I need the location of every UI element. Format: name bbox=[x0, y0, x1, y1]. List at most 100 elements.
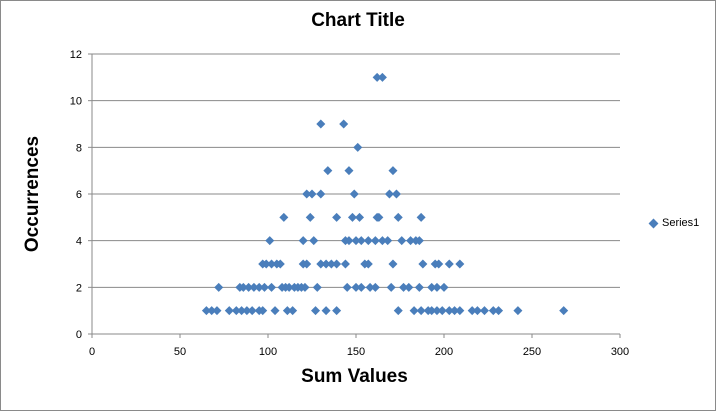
x-tick-label: 150 bbox=[347, 346, 365, 358]
data-point bbox=[372, 72, 382, 82]
data-point bbox=[249, 282, 259, 292]
data-point bbox=[351, 236, 361, 246]
y-tick-label: 4 bbox=[76, 236, 82, 248]
data-point bbox=[437, 306, 447, 316]
data-point bbox=[363, 236, 373, 246]
chart-title: Chart Title bbox=[311, 10, 405, 31]
data-point bbox=[339, 119, 349, 129]
data-point bbox=[365, 282, 375, 292]
x-tick-label: 200 bbox=[435, 346, 453, 358]
data-point bbox=[432, 282, 442, 292]
x-tick-label: 300 bbox=[611, 346, 629, 358]
data-point bbox=[279, 212, 289, 222]
data-point bbox=[434, 259, 444, 269]
legend: Series1 bbox=[648, 217, 700, 229]
data-point bbox=[450, 306, 460, 316]
data-point bbox=[323, 166, 333, 176]
data-point bbox=[377, 236, 387, 246]
y-tick-label: 8 bbox=[76, 142, 82, 154]
data-point bbox=[488, 306, 498, 316]
data-point bbox=[212, 306, 222, 316]
x-tick-label: 250 bbox=[523, 346, 541, 358]
data-point bbox=[261, 259, 271, 269]
data-point bbox=[321, 259, 331, 269]
data-point bbox=[409, 306, 419, 316]
y-tick-label: 0 bbox=[76, 329, 82, 341]
data-point bbox=[386, 282, 396, 292]
data-point bbox=[238, 282, 248, 292]
legend-entry-series1: Series1 bbox=[662, 217, 700, 229]
data-point bbox=[275, 259, 285, 269]
data-point bbox=[494, 306, 504, 316]
data-point bbox=[513, 306, 523, 316]
data-point bbox=[231, 306, 241, 316]
data-point bbox=[427, 282, 437, 292]
data-point bbox=[321, 306, 331, 316]
data-point bbox=[305, 212, 315, 222]
data-point bbox=[377, 72, 387, 82]
data-point bbox=[267, 259, 277, 269]
data-point bbox=[288, 306, 298, 316]
data-point bbox=[326, 259, 336, 269]
data-point bbox=[455, 306, 465, 316]
data-point bbox=[432, 306, 442, 316]
data-point bbox=[342, 282, 352, 292]
data-point bbox=[214, 282, 224, 292]
x-axis-label: Sum Values bbox=[301, 366, 408, 387]
data-point bbox=[351, 282, 361, 292]
data-point bbox=[363, 259, 373, 269]
data-point bbox=[393, 212, 403, 222]
data-point bbox=[302, 259, 312, 269]
data-point bbox=[282, 306, 292, 316]
data-point bbox=[439, 282, 449, 292]
data-point bbox=[374, 212, 384, 222]
data-point bbox=[265, 236, 275, 246]
data-point bbox=[332, 306, 342, 316]
data-point bbox=[344, 236, 354, 246]
data-point bbox=[388, 259, 398, 269]
data-point bbox=[414, 282, 424, 292]
data-point bbox=[383, 236, 393, 246]
data-point bbox=[399, 282, 409, 292]
y-tick-label: 12 bbox=[70, 49, 82, 61]
y-tick-label: 2 bbox=[76, 282, 82, 294]
data-point bbox=[247, 306, 257, 316]
data-point bbox=[302, 189, 312, 199]
data-point bbox=[356, 282, 366, 292]
data-point bbox=[316, 189, 326, 199]
data-point bbox=[416, 212, 426, 222]
data-point bbox=[427, 306, 437, 316]
data-point bbox=[472, 306, 482, 316]
data-point bbox=[316, 259, 326, 269]
data-point bbox=[467, 306, 477, 316]
data-point bbox=[298, 236, 308, 246]
data-point bbox=[332, 212, 342, 222]
data-point bbox=[267, 282, 277, 292]
data-point bbox=[388, 166, 398, 176]
data-point bbox=[347, 212, 357, 222]
data-point bbox=[416, 306, 426, 316]
data-point bbox=[414, 236, 424, 246]
data-point bbox=[406, 236, 416, 246]
data-point bbox=[258, 306, 268, 316]
data-point bbox=[207, 306, 217, 316]
data-point bbox=[224, 306, 234, 316]
data-point bbox=[340, 259, 350, 269]
data-point bbox=[479, 306, 489, 316]
data-point bbox=[355, 212, 365, 222]
data-point bbox=[370, 236, 380, 246]
data-point bbox=[311, 306, 321, 316]
y-tick-label: 6 bbox=[76, 189, 82, 201]
data-point bbox=[309, 236, 319, 246]
data-point bbox=[397, 236, 407, 246]
x-tick-label: 100 bbox=[259, 346, 277, 358]
data-point bbox=[332, 259, 342, 269]
data-point bbox=[316, 119, 326, 129]
data-point bbox=[455, 259, 465, 269]
data-point bbox=[300, 282, 310, 292]
data-point bbox=[201, 306, 211, 316]
y-tick-label: 10 bbox=[70, 96, 82, 108]
data-point bbox=[270, 306, 280, 316]
x-tick-label: 50 bbox=[174, 346, 186, 358]
